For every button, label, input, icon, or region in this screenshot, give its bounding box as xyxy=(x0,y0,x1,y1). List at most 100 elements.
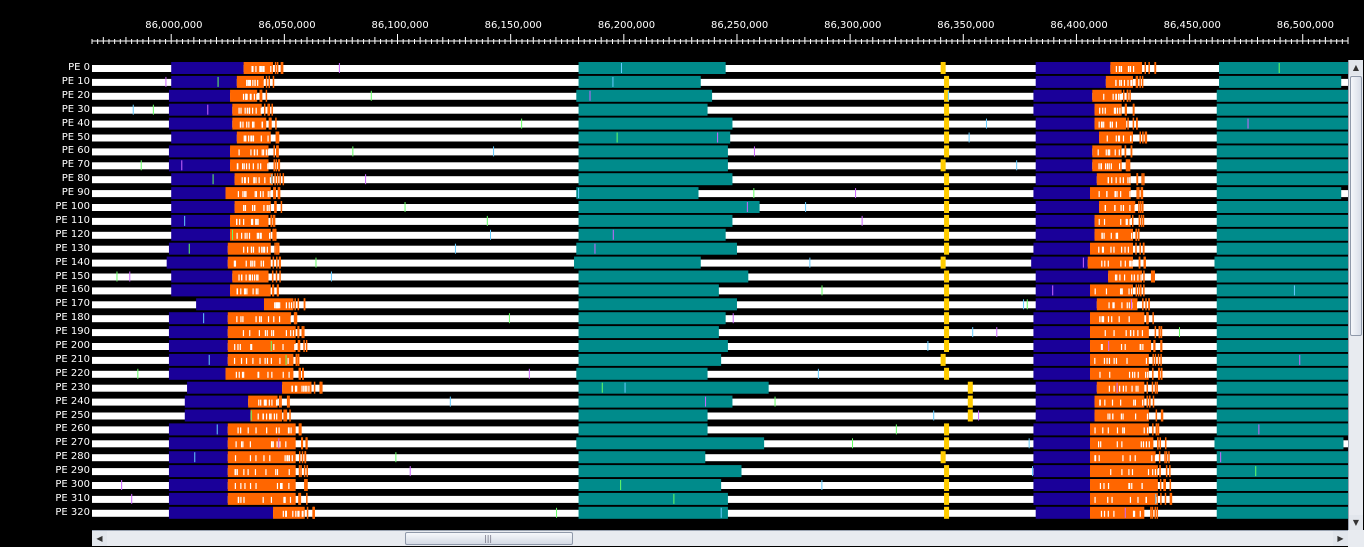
phase-c-bar[interactable] xyxy=(576,437,765,450)
phase-a-bar[interactable] xyxy=(168,465,228,478)
phase-f-bar[interactable] xyxy=(1216,340,1348,352)
phase-b-bar[interactable] xyxy=(273,506,305,519)
phase-c-bar[interactable] xyxy=(578,159,728,172)
phase-f-bar[interactable] xyxy=(1214,256,1348,269)
phase-f-bar[interactable] xyxy=(1216,409,1348,422)
phase-e-bar[interactable] xyxy=(1090,492,1158,505)
phase-a-bar[interactable] xyxy=(171,201,235,213)
phase-a-bar[interactable] xyxy=(171,270,233,283)
phase-c-bar[interactable] xyxy=(578,145,728,158)
event-marker[interactable] xyxy=(944,173,950,186)
phase-f-bar[interactable] xyxy=(1216,103,1348,116)
pe-row[interactable] xyxy=(92,270,1348,283)
phase-d-bar[interactable] xyxy=(1033,465,1091,478)
event-marker[interactable] xyxy=(944,465,950,478)
phase-d-bar[interactable] xyxy=(1035,131,1100,144)
phase-a-bar[interactable] xyxy=(171,284,231,297)
phase-e-bar[interactable] xyxy=(1096,173,1131,186)
event-marker[interactable] xyxy=(944,145,950,158)
pe-row[interactable] xyxy=(92,159,1348,172)
horizontal-scrollbar[interactable]: ◀ ||| ▶ xyxy=(92,530,1348,546)
scroll-right-icon[interactable]: ▶ xyxy=(1333,531,1348,546)
event-marker[interactable] xyxy=(944,340,950,352)
phase-c-bar[interactable] xyxy=(574,256,701,269)
event-marker[interactable] xyxy=(967,395,973,408)
phase-b-bar[interactable] xyxy=(230,214,269,227)
pe-row[interactable] xyxy=(92,62,1348,74)
phase-a-bar[interactable] xyxy=(187,381,283,394)
phase-e-bar[interactable] xyxy=(1094,214,1131,227)
pe-row[interactable] xyxy=(92,353,1348,366)
pe-row[interactable] xyxy=(92,326,1348,339)
event-marker[interactable] xyxy=(944,284,950,297)
phase-f-bar[interactable] xyxy=(1216,492,1348,505)
phase-f-bar[interactable] xyxy=(1214,437,1344,450)
pe-row[interactable] xyxy=(92,367,1348,380)
vertical-scroll-thumb[interactable] xyxy=(1350,76,1362,336)
phase-d-bar[interactable] xyxy=(1035,159,1093,172)
phase-a-bar[interactable] xyxy=(168,326,228,339)
phase-c-bar[interactable] xyxy=(578,353,722,366)
pe-row[interactable] xyxy=(92,479,1348,491)
event-marker[interactable] xyxy=(944,89,950,102)
phase-e-bar[interactable] xyxy=(1092,145,1122,158)
phase-d-bar[interactable] xyxy=(1033,340,1091,352)
phase-d-bar[interactable] xyxy=(1033,437,1091,450)
pe-row[interactable] xyxy=(92,298,1348,311)
phase-c-bar[interactable] xyxy=(578,214,733,227)
pe-row[interactable] xyxy=(92,423,1348,436)
phase-d-bar[interactable] xyxy=(1033,479,1091,491)
phase-f-bar[interactable] xyxy=(1216,131,1348,144)
pe-row[interactable] xyxy=(92,409,1348,422)
pe-row[interactable] xyxy=(92,117,1348,130)
event-marker[interactable] xyxy=(944,117,950,130)
phase-b-bar[interactable] xyxy=(227,340,296,352)
phase-a-bar[interactable] xyxy=(168,451,228,464)
phase-a-bar[interactable] xyxy=(168,89,231,102)
phase-d-bar[interactable] xyxy=(1033,103,1095,116)
phase-f-bar[interactable] xyxy=(1216,465,1348,478)
phase-b-bar[interactable] xyxy=(227,465,296,478)
event-marker[interactable] xyxy=(944,201,950,213)
phase-d-bar[interactable] xyxy=(1033,312,1091,325)
event-marker[interactable] xyxy=(940,353,946,366)
event-marker[interactable] xyxy=(944,492,950,505)
phase-a-bar[interactable] xyxy=(168,423,228,436)
phase-d-bar[interactable] xyxy=(1035,75,1106,88)
event-marker[interactable] xyxy=(944,423,950,436)
phase-c-bar[interactable] xyxy=(578,201,760,213)
phase-e-bar[interactable] xyxy=(1087,256,1134,269)
phase-e-bar[interactable] xyxy=(1110,62,1143,74)
phase-a-bar[interactable] xyxy=(168,117,233,130)
phase-e-bar[interactable] xyxy=(1090,284,1134,297)
phase-c-bar[interactable] xyxy=(578,409,708,422)
phase-d-bar[interactable] xyxy=(1035,270,1109,283)
pe-row[interactable] xyxy=(92,340,1348,352)
phase-d-bar[interactable] xyxy=(1035,409,1095,422)
phase-c-bar[interactable] xyxy=(578,492,728,505)
phase-d-bar[interactable] xyxy=(1033,451,1091,464)
phase-a-bar[interactable] xyxy=(171,173,235,186)
phase-c-bar[interactable] xyxy=(578,270,749,283)
phase-b-bar[interactable] xyxy=(225,187,271,200)
phase-f-bar[interactable] xyxy=(1216,395,1348,408)
event-marker[interactable] xyxy=(967,409,973,422)
phase-a-bar[interactable] xyxy=(168,103,233,116)
phase-a-bar[interactable] xyxy=(171,75,237,88)
phase-c-bar[interactable] xyxy=(578,326,719,339)
phase-d-bar[interactable] xyxy=(1035,381,1097,394)
phase-a-bar[interactable] xyxy=(168,367,226,380)
event-marker[interactable] xyxy=(940,451,946,464)
pe-row[interactable] xyxy=(92,145,1348,158)
phase-d-bar[interactable] xyxy=(1035,395,1095,408)
scroll-down-icon[interactable]: ▼ xyxy=(1349,515,1363,530)
phase-c-bar[interactable] xyxy=(576,242,737,255)
phase-c-bar[interactable] xyxy=(576,187,699,200)
timeline-plot[interactable] xyxy=(92,60,1348,530)
pe-row[interactable] xyxy=(92,103,1348,116)
phase-e-bar[interactable] xyxy=(1092,89,1122,102)
event-marker[interactable] xyxy=(944,506,950,519)
phase-b-bar[interactable] xyxy=(248,395,278,408)
phase-c-bar[interactable] xyxy=(578,103,708,116)
event-marker[interactable] xyxy=(944,242,950,255)
